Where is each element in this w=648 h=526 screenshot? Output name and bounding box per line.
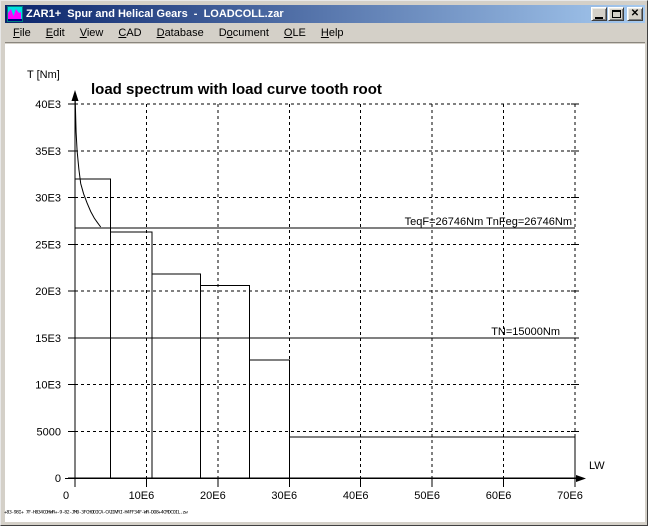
menu-item-help[interactable]: Help: [320, 26, 344, 39]
close-icon: ✕: [630, 8, 640, 19]
close-button[interactable]: ✕: [627, 7, 643, 21]
window-title: ZAR1+ Spur and Helical Gears - LOADCOLL.…: [26, 8, 284, 20]
maximize-button[interactable]: [608, 7, 624, 21]
chart-client-area: [5, 44, 645, 522]
maximize-icon: [611, 10, 621, 18]
minimize-icon: [595, 16, 603, 19]
menu-item-cad[interactable]: CAD: [118, 26, 142, 39]
footer-status-line: +83-98I+ 7F-H834COHWR+-9-82-JM0-3FCHODIC…: [4, 510, 188, 516]
menu-bar: File Edit View CAD Database Document OLE Help: [5, 23, 645, 43]
menu-item-edit[interactable]: Edit: [45, 26, 65, 39]
menu-item-view[interactable]: View: [79, 26, 104, 39]
menu-item-database[interactable]: Database: [156, 26, 204, 39]
window-controls: ✕: [590, 7, 643, 21]
menu-item-ole[interactable]: OLE: [283, 26, 306, 39]
minimize-button[interactable]: [591, 7, 607, 21]
title-bar[interactable]: ZAR1+ Spur and Helical Gears - LOADCOLL.…: [5, 5, 645, 23]
menu-item-file[interactable]: File: [13, 26, 31, 39]
app-icon: [7, 6, 23, 22]
menu-item-document[interactable]: Document: [218, 26, 269, 39]
